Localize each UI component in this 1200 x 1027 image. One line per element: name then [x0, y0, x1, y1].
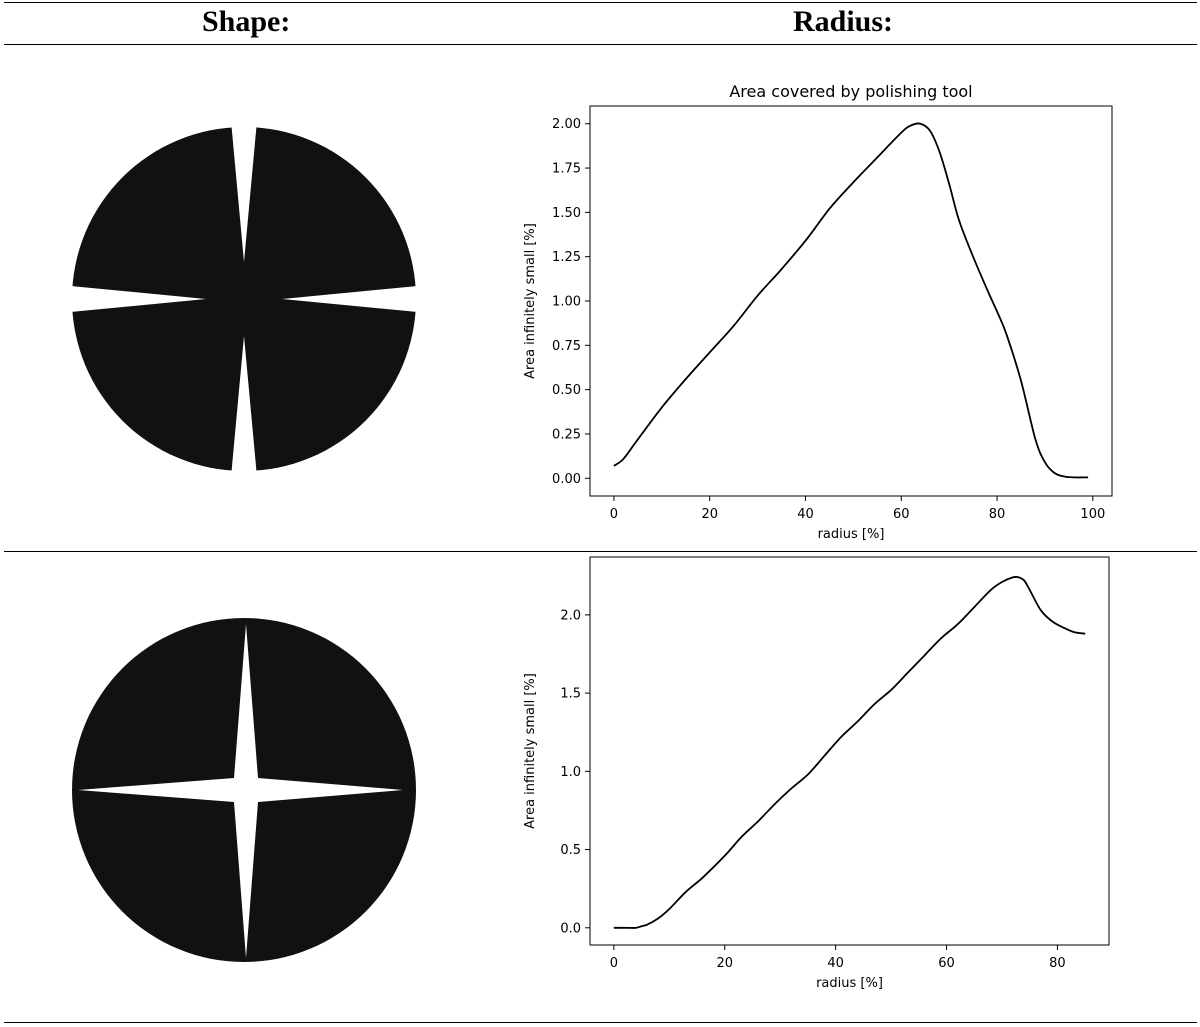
- x-tick-label: 100: [1080, 507, 1105, 522]
- y-tick-label: 2.0: [560, 608, 581, 623]
- x-tick-label: 40: [797, 507, 814, 522]
- x-tick-label: 80: [989, 507, 1006, 522]
- header-rule: [4, 44, 1197, 45]
- y-tick-label: 1.5: [560, 687, 581, 702]
- plot-frame: [589, 556, 1110, 946]
- x-axis-label: radius [%]: [818, 527, 885, 542]
- x-tick-label: 60: [893, 507, 910, 522]
- y-tick-label: 0.5: [560, 843, 581, 858]
- chart-title: Area covered by polishing tool: [729, 82, 972, 101]
- x-tick-label: 20: [701, 507, 718, 522]
- y-tick-label: 1.50: [552, 206, 581, 221]
- four-point-star-slot-polishing-tool-icon: [72, 618, 416, 962]
- x-tick-label: 0: [610, 956, 618, 971]
- y-tick-label: 0.75: [552, 339, 581, 354]
- y-tick-label: 1.00: [552, 295, 581, 310]
- y-tick-label: 0.25: [552, 427, 581, 442]
- series-line: [613, 575, 1086, 929]
- y-axis-label: Area infinitely small [%]: [523, 673, 538, 829]
- x-tick-label: 0: [610, 507, 618, 522]
- x-axis-label: radius [%]: [816, 976, 883, 991]
- x-tick-label: 80: [1049, 956, 1066, 971]
- y-tick-label: 0.0: [560, 921, 581, 936]
- plot-frame: [589, 105, 1113, 497]
- y-tick-label: 2.00: [552, 117, 581, 132]
- y-tick-label: 0.50: [552, 383, 581, 398]
- radius-column-header: Radius:: [793, 5, 894, 38]
- shape-column-header: Shape:: [202, 5, 291, 38]
- y-axis-label: Area infinitely small [%]: [523, 223, 538, 379]
- row-separator: [4, 551, 1197, 552]
- chart-area-radius-second: 0 20 40 60 80 0.0 0.5 1.0 1.5 2.0 radius [%] Area i…: [523, 556, 1110, 991]
- series-line: [613, 122, 1089, 479]
- top-rule: [4, 2, 1197, 3]
- y-tick-label: 1.25: [552, 250, 581, 265]
- cross-slot-polishing-tool-icon: [60, 118, 428, 478]
- bottom-rule: [4, 1022, 1197, 1023]
- x-tick-label: 60: [938, 956, 955, 971]
- y-tick-label: 1.0: [560, 765, 581, 780]
- y-tick-label: 0.00: [552, 472, 581, 487]
- chart-area-covered: 0 20 40 60 80 100 0.00 0.25 0.50 0.75 1.00 1.25 1.50…: [523, 82, 1113, 542]
- x-tick-label: 40: [827, 956, 844, 971]
- x-tick-label: 20: [716, 956, 733, 971]
- y-tick-label: 1.75: [552, 162, 581, 177]
